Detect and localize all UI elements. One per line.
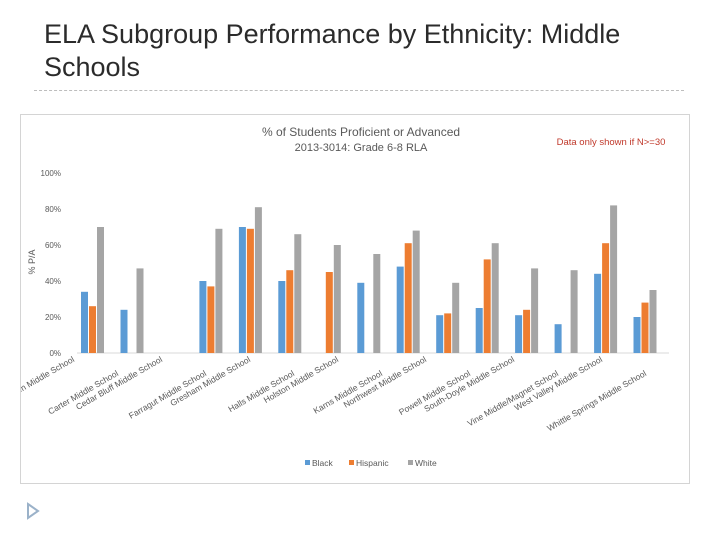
ela-bar-chart: % of Students Proficient or Advanced 201…	[0, 125, 669, 468]
bar-white	[215, 228, 223, 353]
bar-black	[199, 281, 207, 353]
bar-black	[554, 324, 562, 353]
bar-white	[412, 230, 420, 353]
bar-hispanic	[483, 259, 491, 353]
bar-hispanic	[641, 302, 649, 353]
bar-black	[238, 227, 246, 353]
legend-swatch-white	[408, 460, 413, 465]
bar-black	[357, 282, 365, 353]
bar-black	[594, 273, 602, 353]
bar-hispanic	[89, 306, 96, 353]
bar-black	[396, 266, 404, 353]
y-tick-label: 100%	[41, 169, 61, 178]
bar-hispanic	[246, 228, 254, 353]
bar-hispanic	[602, 243, 610, 353]
chart-note: Data only shown if N>=30	[557, 137, 666, 148]
y-tick-label: 0%	[49, 349, 61, 358]
chart-frame: % of Students Proficient or Advanced 201…	[0, 114, 690, 484]
bar-white	[649, 290, 657, 353]
bar-white	[491, 243, 499, 353]
bar-hispanic	[444, 313, 452, 353]
bar-black	[278, 281, 286, 353]
bar-black	[120, 309, 128, 353]
bar-hispanic	[207, 286, 215, 353]
bar-black	[436, 315, 444, 353]
bar-black	[81, 291, 88, 353]
bar-white	[136, 268, 144, 353]
legend-swatch-black	[305, 460, 310, 465]
bar-white	[610, 205, 618, 353]
title-divider	[34, 90, 684, 91]
legend-label-white: White	[415, 458, 437, 468]
legend: Black Hispanic White	[305, 458, 437, 468]
y-tick-label: 20%	[45, 313, 61, 322]
chart-subtitle: 2013-3014: Grade 6-8 RLA	[295, 142, 428, 154]
legend-swatch-hispanic	[349, 460, 354, 465]
bar-white	[570, 270, 578, 353]
bar-white	[373, 254, 381, 353]
slide-title: ELA Subgroup Performance by Ethnicity: M…	[44, 19, 621, 82]
bar-hispanic	[325, 272, 333, 353]
bar-white	[294, 234, 302, 353]
bar-white	[254, 207, 262, 353]
bar-hispanic	[404, 243, 412, 353]
bars	[81, 205, 657, 353]
y-axis-ticks: 0% 20% 40% 60% 80% 100%	[41, 169, 61, 358]
slide-nav-arrow-icon[interactable]	[26, 502, 40, 520]
bar-white	[531, 268, 539, 353]
bar-black	[633, 317, 641, 353]
y-tick-label: 60%	[45, 241, 61, 250]
legend-label-black: Black	[312, 458, 334, 468]
y-axis-label: % P/A	[27, 249, 37, 274]
bar-white	[97, 227, 104, 353]
y-tick-label: 40%	[45, 277, 61, 286]
bar-hispanic	[286, 270, 294, 353]
bar-black	[515, 315, 523, 353]
chart-title: % of Students Proficient or Advanced	[262, 125, 460, 139]
y-tick-label: 80%	[45, 205, 61, 214]
legend-label-hispanic: Hispanic	[356, 458, 389, 468]
bar-hispanic	[523, 309, 531, 353]
bar-white	[333, 245, 341, 353]
bar-black	[475, 308, 483, 353]
bar-white	[452, 282, 460, 353]
